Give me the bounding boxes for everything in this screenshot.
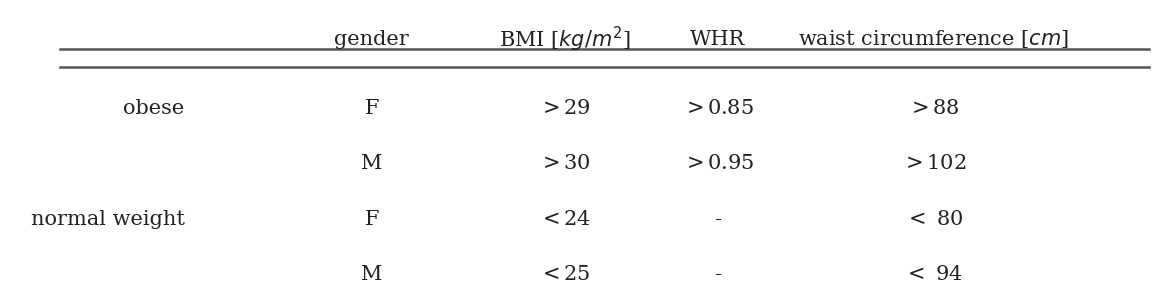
Text: $>$88: $>$88 [907, 99, 960, 118]
Text: WHR: WHR [690, 30, 746, 49]
Text: normal weight: normal weight [30, 209, 184, 229]
Text: -: - [714, 265, 721, 284]
Text: gender: gender [334, 30, 409, 49]
Text: $>$0.85: $>$0.85 [682, 99, 754, 118]
Text: $<$ 94: $<$ 94 [903, 265, 963, 284]
Text: $>$30: $>$30 [538, 154, 591, 173]
Text: F: F [365, 99, 379, 118]
Text: F: F [365, 209, 379, 229]
Text: waist circumference [$cm$]: waist circumference [$cm$] [798, 28, 1069, 50]
Text: -: - [714, 209, 721, 229]
Text: $>$29: $>$29 [538, 99, 591, 118]
Text: $<$24: $<$24 [538, 209, 591, 229]
Text: obese: obese [123, 99, 184, 118]
Text: $>$102: $>$102 [901, 154, 967, 173]
Text: $<$ 80: $<$ 80 [903, 209, 963, 229]
Text: BMI [$kg/m^2$]: BMI [$kg/m^2$] [499, 25, 631, 54]
Text: $>$0.95: $>$0.95 [682, 154, 754, 173]
Text: M: M [361, 265, 382, 284]
Text: M: M [361, 154, 382, 173]
Text: $<$25: $<$25 [538, 265, 591, 284]
